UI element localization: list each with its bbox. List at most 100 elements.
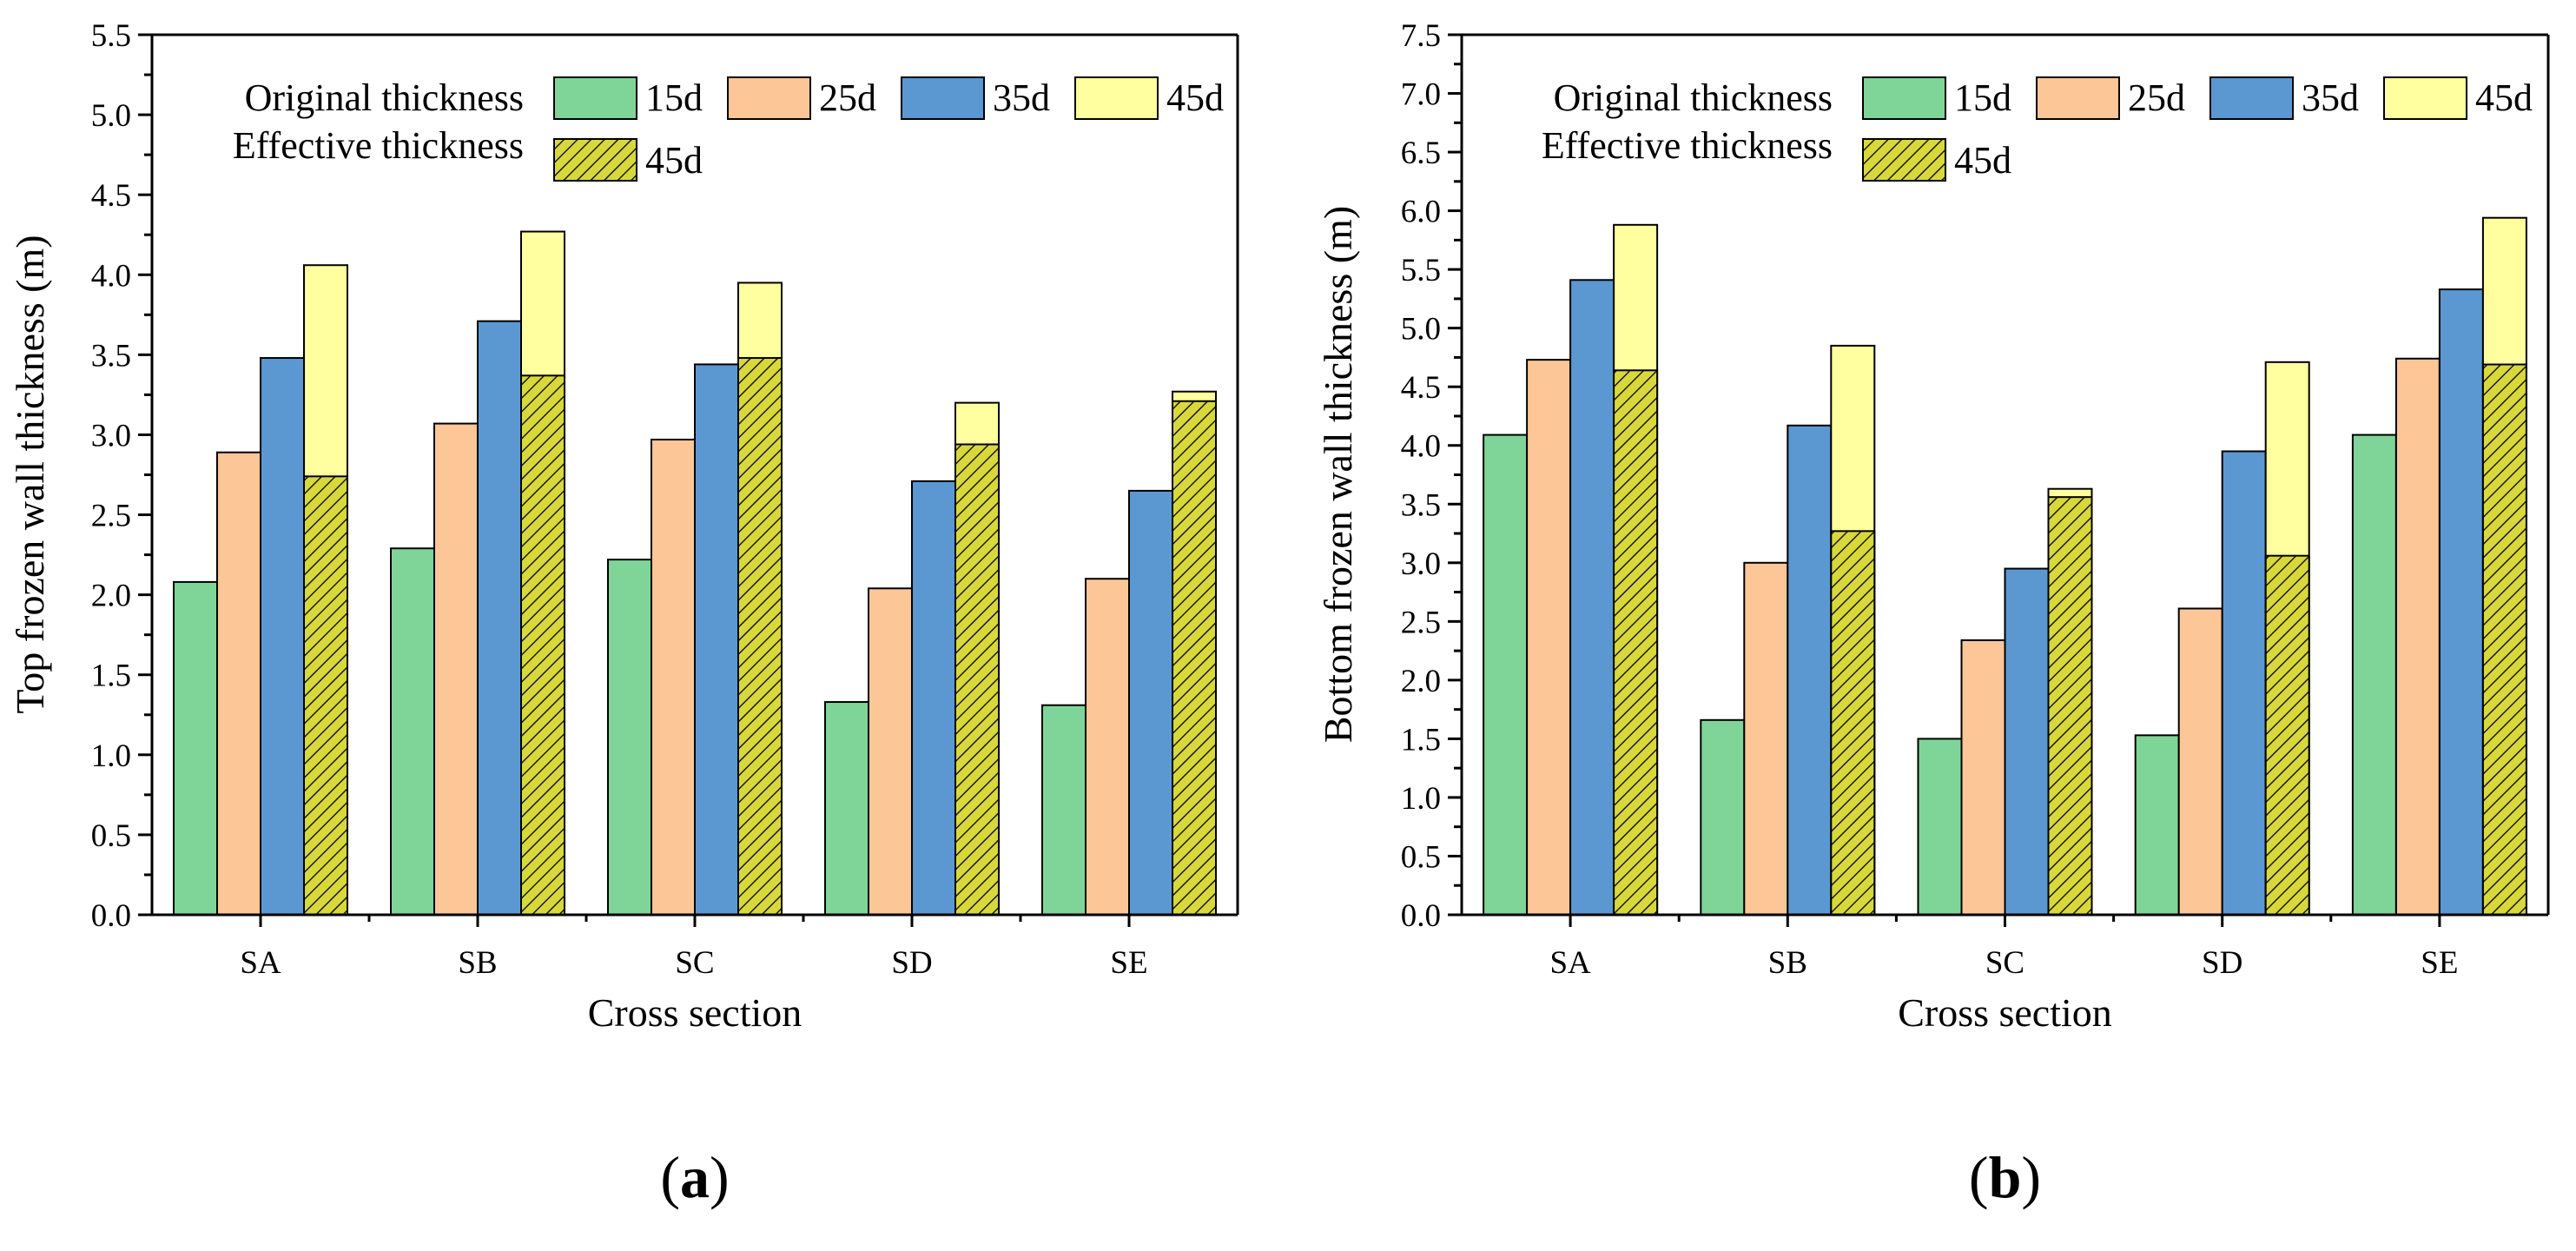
legend-swatch-45d-original [2383, 76, 2467, 120]
y-tick-label: 4.5 [91, 178, 131, 214]
bar-35d-original-SB [477, 320, 522, 917]
x-axis-title: Cross section [588, 990, 803, 1035]
y-tick-label: 2.5 [91, 499, 131, 534]
y-axis-title: Bottom frozen wall thickness (m) [1316, 206, 1360, 743]
bar-45d-effective-SE [2481, 363, 2527, 916]
y-tick-label: 2.0 [1401, 664, 1441, 699]
bar-45d-effective-SC [2047, 496, 2093, 916]
x-axis-title: Cross section [1898, 990, 2112, 1035]
y-tick-label: 4.0 [1401, 429, 1441, 465]
bar-45d-effective-SB [1830, 530, 1876, 916]
y-tick-label: 5.5 [91, 18, 131, 54]
bar-35d-original-SC [2004, 567, 2050, 916]
bar-25d-original-SD [2177, 607, 2223, 916]
y-tick-label: 1.0 [91, 738, 131, 774]
bar-15d-original-SC [1917, 738, 1963, 917]
bar-25d-original-SE [2394, 357, 2441, 916]
y-tick-label: 3.5 [1401, 487, 1441, 523]
x-tick-label-SE: SE [2421, 945, 2458, 981]
legend-swatch-45d-effective [1862, 138, 1946, 182]
legend-swatch-25d-original [2036, 76, 2120, 120]
legend-original-label: Original thickness [1554, 76, 1833, 119]
y-tick-label: 4.0 [91, 258, 131, 294]
bar-35d-original-SE [2438, 288, 2484, 916]
bar-45d-effective-SA [303, 475, 348, 916]
legend-swatch-35d-original [2209, 76, 2294, 120]
panel-a-chart: 0.0 0.5 1.0 1.5 2.0 2.5 3.0 3.5 4.0 4.5 5.0 5.5 SA SB… [8, 18, 1239, 1210]
legend-swatch-45d-effective [553, 138, 637, 182]
bar-45d-effective-SC [737, 357, 783, 916]
y-tick-label: 2.0 [91, 579, 131, 614]
legend-swatch-35d-original [901, 76, 985, 120]
y-tick-label: 0.5 [91, 818, 131, 854]
legend-entry-45d-original: 45d [1166, 76, 1224, 119]
bar-25d-original-SC [1960, 639, 2006, 916]
legend-entry-45d-original: 45d [2475, 76, 2533, 119]
y-tick-label: 3.5 [91, 338, 131, 374]
bar-15d-original-SB [1700, 718, 1746, 916]
bar-15d-original-SA [173, 580, 218, 916]
bar-15d-original-SD [824, 701, 869, 917]
y-tick-label: 0.5 [1401, 839, 1441, 875]
bar-35d-original-SC [694, 363, 739, 916]
y-tick-label: 1.0 [1401, 781, 1441, 817]
bar-25d-original-SA [216, 451, 261, 916]
bar-35d-original-SE [1128, 489, 1173, 916]
y-axis-title: Top frozen wall thickness (m) [8, 235, 52, 713]
legend-entry-35d-original: 35d [993, 76, 1050, 119]
bar-15d-original-SA [1483, 434, 1529, 916]
bar-45d-effective-SE [1172, 400, 1217, 916]
legend-original-label: Original thickness [245, 76, 524, 119]
bar-25d-original-SB [433, 422, 479, 916]
bar-15d-original-SD [2134, 734, 2180, 917]
y-tick-label: 4.5 [1401, 370, 1441, 406]
y-tick-label: 1.5 [1401, 722, 1441, 758]
x-tick-label-SC: SC [1985, 945, 2024, 981]
legend-swatch-25d-original [727, 76, 811, 120]
bar-25d-original-SD [868, 587, 913, 916]
bar-45d-effective-SD [954, 443, 1000, 917]
bar-35d-original-SA [1569, 279, 1615, 917]
bar-35d-original-SD [911, 480, 956, 916]
bar-15d-original-SC [607, 559, 652, 917]
legend-effective-label: Effective thickness [1542, 124, 1833, 167]
bar-15d-original-SB [390, 547, 435, 916]
bar-25d-original-SB [1743, 561, 1789, 916]
x-tick-label-SD: SD [891, 945, 932, 981]
y-tick-label: 6.5 [1401, 136, 1441, 171]
y-tick-label: 3.0 [91, 418, 131, 453]
panel-b-chart: 0.0 0.5 1.0 1.5 2.0 2.5 3.0 3.5 4.0 4.5 5.0 5.5 6.0 6… [1316, 18, 2550, 1210]
legend-swatch-45d-original [1074, 76, 1159, 120]
legend-entry-25d-original: 25d [2128, 76, 2185, 119]
legend-swatch-15d-original [1862, 76, 1946, 120]
bar-25d-original-SA [1526, 359, 1572, 917]
bar-25d-original-SC [651, 438, 696, 917]
x-tick-label-SC: SC [675, 945, 714, 981]
legend-entry-15d-original: 15d [645, 76, 703, 119]
legend-entry-15d-original: 15d [1954, 76, 2011, 119]
bar-15d-original-SE [1041, 704, 1087, 916]
legend-entry-45d-effective: 45d [1954, 139, 2011, 182]
x-tick-label-SA: SA [240, 945, 281, 981]
x-tick-label-SB: SB [458, 945, 497, 981]
x-tick-label-SE: SE [1110, 945, 1147, 981]
legend-entry-45d-effective: 45d [645, 139, 703, 182]
bar-35d-original-SA [260, 357, 305, 916]
bar-45d-effective-SD [2264, 554, 2310, 916]
y-tick-label: 5.5 [1401, 253, 1441, 288]
bar-25d-original-SE [1085, 578, 1130, 917]
y-tick-label: 7.0 [1401, 77, 1441, 113]
x-tick-label-SA: SA [1549, 945, 1591, 981]
x-tick-label-SD: SD [2202, 945, 2242, 981]
legend-effective-label: Effective thickness [233, 124, 524, 167]
y-tick-label: 1.5 [91, 659, 131, 694]
bar-35d-original-SB [1787, 424, 1833, 917]
panel-label-b: (b) [1969, 1144, 2041, 1210]
bar-45d-effective-SB [520, 374, 565, 917]
y-tick-label: 5.0 [1401, 312, 1441, 348]
x-tick-label-SB: SB [1768, 945, 1807, 981]
legend-entry-35d-original: 35d [2302, 76, 2359, 119]
y-tick-label: 6.0 [1401, 195, 1441, 230]
y-tick-label: 2.5 [1401, 605, 1441, 640]
